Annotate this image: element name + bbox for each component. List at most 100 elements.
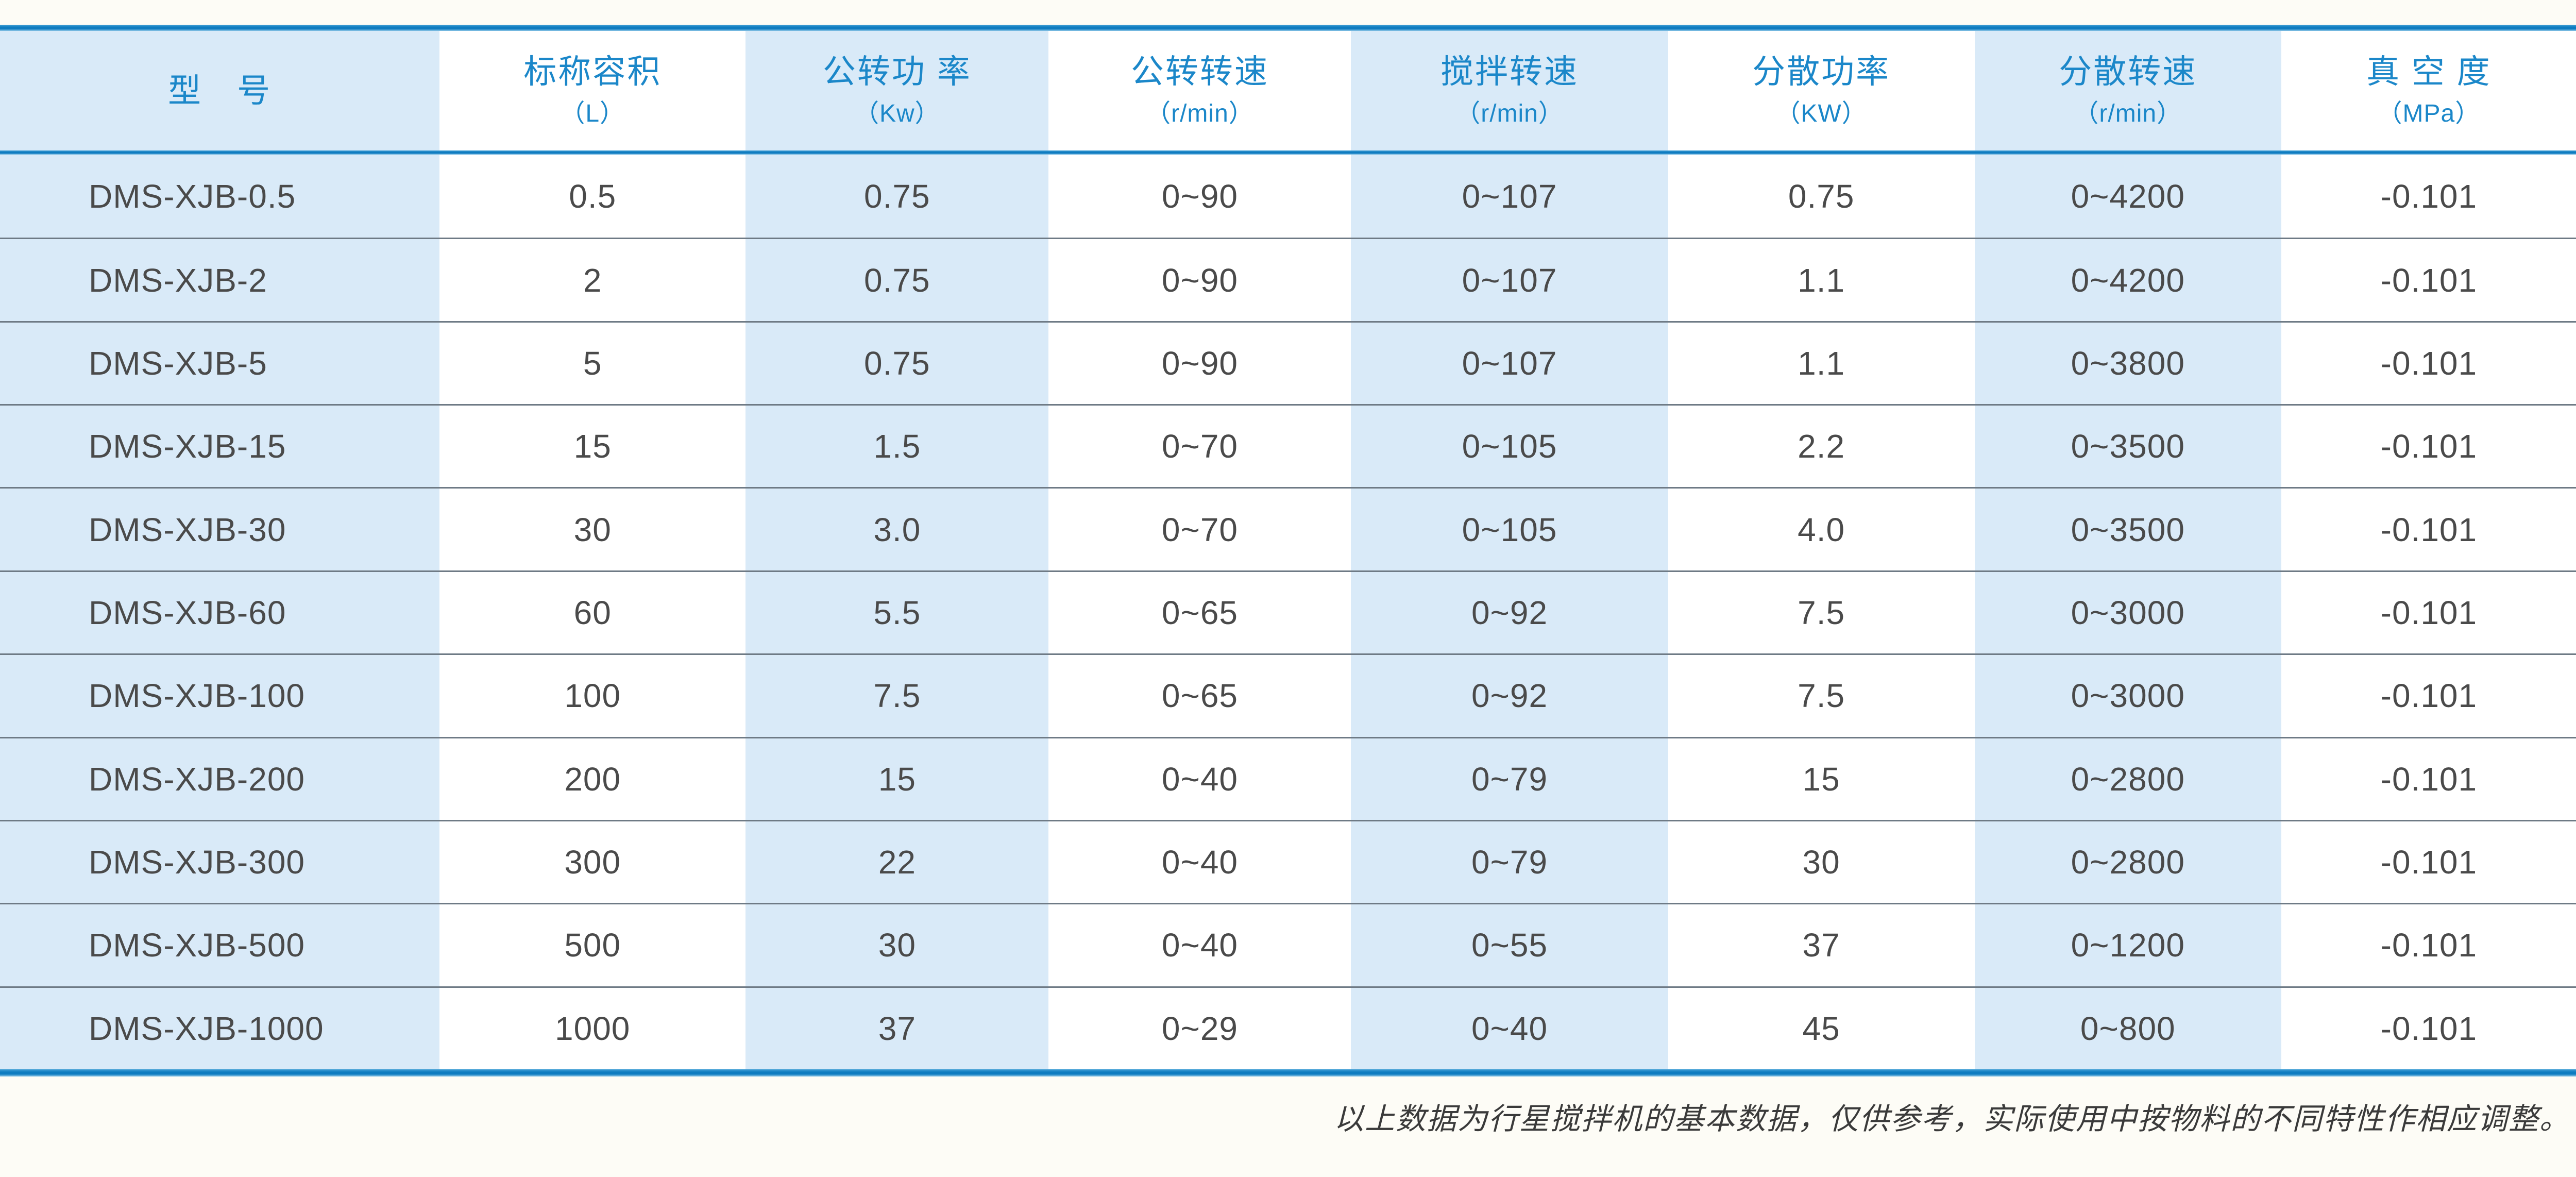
value-cell: 0~3800 [1974, 321, 2281, 405]
value-cell: 0~4200 [1974, 155, 2281, 238]
value-cell: 22 [745, 819, 1049, 903]
table-row: DMS-XJB-300 300 22 0~40 0~79 30 0~2800 -0.101 [0, 819, 2576, 903]
value-cell: 0~105 [1351, 404, 1668, 487]
value-cell: 200 [439, 736, 746, 820]
column-header-label: 分散功率 [1752, 53, 1891, 90]
value-cell: 0~2800 [1974, 736, 2281, 820]
table-row: DMS-XJB-15 15 1.5 0~70 0~105 2.2 0~3500 -0.101 [0, 404, 2576, 487]
value-cell: 0~107 [1351, 155, 1668, 238]
value-cell: 0~800 [1974, 986, 2281, 1069]
value-cell: 2 [439, 238, 746, 321]
table-row: DMS-XJB-1000 1000 37 0~29 0~40 45 0~800 -0.101 [0, 986, 2576, 1069]
value-cell: 0~3500 [1974, 404, 2281, 487]
column-header-model: 型 号 [0, 31, 440, 150]
value-cell: 2.2 [1668, 404, 1975, 487]
value-cell: 1.1 [1668, 238, 1975, 321]
model-cell: DMS-XJB-500 [0, 903, 440, 986]
value-cell: 37 [745, 986, 1049, 1069]
value-cell: -0.101 [2281, 819, 2576, 903]
value-cell: -0.101 [2281, 404, 2576, 487]
column-header-label: 分散转速 [2059, 53, 2197, 90]
value-cell: 0~90 [1048, 321, 1351, 405]
column-header-label: 公转功 率 [822, 53, 972, 90]
column-header-dispersion-speed: 分散转速 （r/min） [1974, 31, 2281, 150]
value-cell: 15 [745, 736, 1049, 820]
value-cell: 0.75 [745, 321, 1049, 405]
value-cell: 0~40 [1351, 986, 1668, 1069]
model-cell: DMS-XJB-1000 [0, 986, 440, 1069]
table-row: DMS-XJB-60 60 5.5 0~65 0~92 7.5 0~3000 -0.101 [0, 570, 2576, 654]
value-cell: 0~4200 [1974, 238, 2281, 321]
value-cell: -0.101 [2281, 653, 2576, 737]
value-cell: 1.1 [1668, 321, 1975, 405]
column-header-nominal-volume: 标称容积 （L） [439, 31, 746, 150]
value-cell: 500 [439, 903, 746, 986]
value-cell: 37 [1668, 903, 1975, 986]
value-cell: 0~55 [1351, 903, 1668, 986]
value-cell: 0~79 [1351, 819, 1668, 903]
model-cell: DMS-XJB-300 [0, 819, 440, 903]
value-cell: 0~40 [1048, 903, 1351, 986]
value-cell: 0~70 [1048, 487, 1351, 570]
value-cell: 0~3000 [1974, 570, 2281, 654]
value-cell: 4.0 [1668, 487, 1975, 570]
value-cell: 0~105 [1351, 487, 1668, 570]
value-cell: 60 [439, 570, 746, 654]
value-cell: 5.5 [745, 570, 1049, 654]
model-cell: DMS-XJB-30 [0, 487, 440, 570]
value-cell: 30 [439, 487, 746, 570]
table-row: DMS-XJB-100 100 7.5 0~65 0~92 7.5 0~3000 -0.101 [0, 653, 2576, 737]
value-cell: -0.101 [2281, 570, 2576, 654]
value-cell: 0~107 [1351, 321, 1668, 405]
column-header-unit: （L） [560, 100, 625, 127]
table-bottom-rule [0, 1069, 2576, 1077]
value-cell: -0.101 [2281, 155, 2576, 238]
model-cell: DMS-XJB-0.5 [0, 155, 440, 238]
value-cell: 0~2800 [1974, 819, 2281, 903]
table-row: DMS-XJB-200 200 15 0~40 0~79 15 0~2800 -0.101 [0, 736, 2576, 820]
value-cell: 0~92 [1351, 653, 1668, 737]
table-header-row: 型 号 标称容积 （L） 公转功 率 （Kw） 公转转速 （r/min） 搅拌转… [0, 31, 2576, 150]
value-cell: 0~92 [1351, 570, 1668, 654]
value-cell: 0~107 [1351, 238, 1668, 321]
table-row: DMS-XJB-0.5 0.5 0.75 0~90 0~107 0.75 0~4200 -0.… [0, 155, 2576, 238]
value-cell: 0.5 [439, 155, 746, 238]
column-header-label: 搅拌转速 [1440, 53, 1579, 90]
value-cell: 0~70 [1048, 404, 1351, 487]
table-header-divider-rule [0, 150, 2576, 155]
value-cell: 1000 [439, 986, 746, 1069]
value-cell: 0.75 [745, 155, 1049, 238]
value-cell: 100 [439, 653, 746, 737]
value-cell: 7.5 [1668, 570, 1975, 654]
value-cell: 0.75 [1668, 155, 1975, 238]
value-cell: 0~90 [1048, 238, 1351, 321]
spec-sheet-page: 型 号 标称容积 （L） 公转功 率 （Kw） 公转转速 （r/min） 搅拌转… [0, 25, 2576, 1177]
footnote-text: 以上数据为行星搅拌机的基本数据，仅供参考，实际使用中按物料的不同特性作相应调整。 [1333, 1101, 2570, 1136]
model-cell: DMS-XJB-5 [0, 321, 440, 405]
column-header-label: 型 号 [168, 72, 272, 109]
value-cell: 7.5 [1668, 653, 1975, 737]
value-cell: 0~90 [1048, 155, 1351, 238]
column-header-unit: （Kw） [854, 100, 940, 127]
column-header-unit: （KW） [1775, 100, 1867, 127]
value-cell: 30 [745, 903, 1049, 986]
model-cell: DMS-XJB-2 [0, 238, 440, 321]
table-top-rule [0, 25, 2576, 31]
value-cell: 15 [439, 404, 746, 487]
column-header-revolution-speed: 公转转速 （r/min） [1048, 31, 1351, 150]
column-header-unit: （r/min） [2074, 100, 2182, 127]
column-header-label: 真 空 度 [2366, 53, 2492, 90]
table-row: DMS-XJB-5 5 0.75 0~90 0~107 1.1 0~3800 -0.101 [0, 321, 2576, 405]
value-cell: 3.0 [745, 487, 1049, 570]
value-cell: 30 [1668, 819, 1975, 903]
value-cell: 0~3500 [1974, 487, 2281, 570]
value-cell: -0.101 [2281, 736, 2576, 820]
column-header-dispersion-power: 分散功率 （KW） [1668, 31, 1975, 150]
value-cell: 0~65 [1048, 653, 1351, 737]
value-cell: 0~65 [1048, 570, 1351, 654]
value-cell: 0~1200 [1974, 903, 2281, 986]
value-cell: 0~40 [1048, 819, 1351, 903]
column-header-vacuum-degree: 真 空 度 （MPa） [2281, 31, 2576, 150]
column-header-label: 标称容积 [523, 53, 662, 90]
table-row: DMS-XJB-500 500 30 0~40 0~55 37 0~1200 -0.101 [0, 903, 2576, 986]
